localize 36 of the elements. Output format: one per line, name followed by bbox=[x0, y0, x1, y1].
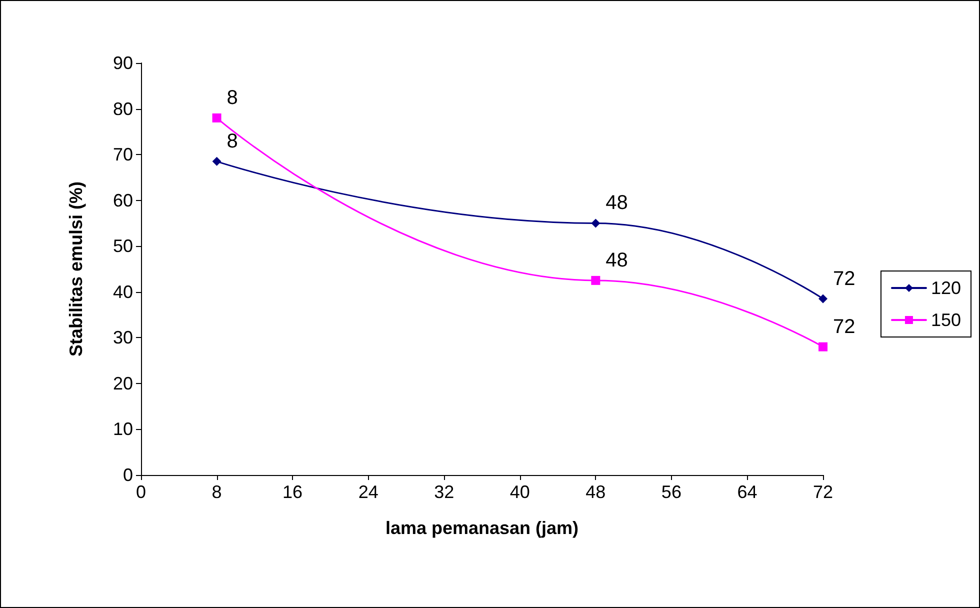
x-tick-label: 48 bbox=[586, 482, 606, 502]
x-tick-label: 24 bbox=[358, 482, 378, 502]
annotation: 48 bbox=[606, 249, 628, 272]
legend-label: 120 bbox=[930, 278, 962, 298]
point bbox=[591, 276, 600, 285]
x-tick-label: 72 bbox=[812, 482, 834, 502]
annotation: 48 bbox=[606, 192, 628, 214]
point bbox=[212, 156, 222, 166]
x-tick-label: 64 bbox=[737, 482, 758, 502]
x-tick-label: 0 bbox=[136, 482, 146, 502]
x-tick-label: 40 bbox=[510, 482, 530, 502]
y-tick-label: 60 bbox=[112, 190, 133, 210]
x-axis-title: lama pemanasan (jam) bbox=[385, 518, 579, 538]
y-tick-label: 10 bbox=[112, 419, 133, 440]
point bbox=[818, 294, 828, 304]
x-tick-label: 16 bbox=[282, 482, 303, 502]
y-tick-label: 40 bbox=[112, 282, 133, 302]
annotation: 72 bbox=[833, 268, 856, 290]
y-axis-title: Stabilitas emulsi (%) bbox=[66, 181, 86, 357]
y-tick-label: 80 bbox=[112, 98, 133, 119]
x-tick-label: 32 bbox=[434, 482, 454, 502]
y-tick-label: 20 bbox=[112, 373, 133, 394]
legend-label: 150 bbox=[930, 310, 962, 330]
x-tick-label: 8 bbox=[212, 482, 222, 502]
y-tick-label: 0 bbox=[122, 465, 133, 485]
point bbox=[212, 113, 222, 122]
point bbox=[591, 218, 600, 228]
annotation: 72 bbox=[833, 316, 856, 338]
y-tick-label: 90 bbox=[112, 53, 133, 73]
annotation: 8 bbox=[226, 86, 238, 109]
x-tick-label: 56 bbox=[661, 482, 682, 502]
y-tick-label: 30 bbox=[112, 328, 133, 348]
y-tick-label: 70 bbox=[112, 144, 133, 165]
y-tick-label: 50 bbox=[112, 236, 133, 256]
annotation: 8 bbox=[226, 130, 238, 152]
point bbox=[818, 342, 828, 352]
